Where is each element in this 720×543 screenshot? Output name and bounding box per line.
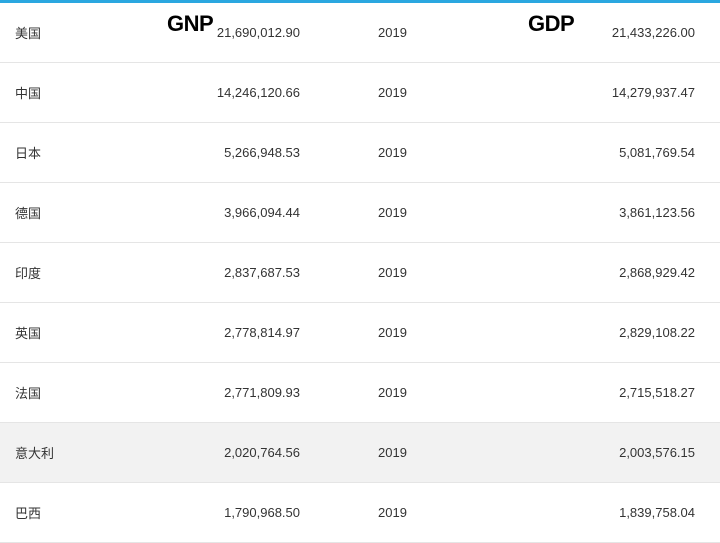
country-cell: 日本 bbox=[0, 143, 125, 162]
country-cell: 德国 bbox=[0, 203, 125, 222]
country-cell: 英国 bbox=[0, 323, 125, 342]
gdp-cell: 2,715,518.27 bbox=[445, 385, 720, 400]
year-cell: 2019 bbox=[340, 325, 445, 340]
table-row[interactable]: 法国2,771,809.9320192,715,518.27 bbox=[0, 363, 720, 423]
gnp-cell: 1,790,968.50 bbox=[125, 505, 340, 520]
gnp-cell: 5,266,948.53 bbox=[125, 145, 340, 160]
gdp-cell: 2,868,929.42 bbox=[445, 265, 720, 280]
gdp-cell: 2,829,108.22 bbox=[445, 325, 720, 340]
year-cell: 2019 bbox=[340, 265, 445, 280]
economic-data-table: GNP GDP 美国21,690,012.90201921,433,226.00… bbox=[0, 0, 720, 543]
gnp-cell: 2,771,809.93 bbox=[125, 385, 340, 400]
gnp-cell: 2,778,814.97 bbox=[125, 325, 340, 340]
year-cell: 2019 bbox=[340, 385, 445, 400]
year-cell: 2019 bbox=[340, 505, 445, 520]
table-row[interactable]: 美国21,690,012.90201921,433,226.00 bbox=[0, 3, 720, 63]
table-row[interactable]: 意大利2,020,764.5620192,003,576.15 bbox=[0, 423, 720, 483]
gnp-header: GNP bbox=[167, 11, 213, 37]
gnp-cell: 2,837,687.53 bbox=[125, 265, 340, 280]
country-cell: 巴西 bbox=[0, 503, 125, 522]
gdp-cell: 2,003,576.15 bbox=[445, 445, 720, 460]
table-row[interactable]: 德国3,966,094.4420193,861,123.56 bbox=[0, 183, 720, 243]
gdp-cell: 1,839,758.04 bbox=[445, 505, 720, 520]
table-row[interactable]: 印度2,837,687.5320192,868,929.42 bbox=[0, 243, 720, 303]
country-cell: 意大利 bbox=[0, 443, 125, 462]
year-cell: 2019 bbox=[340, 85, 445, 100]
table-row[interactable]: 巴西1,790,968.5020191,839,758.04 bbox=[0, 483, 720, 543]
gnp-cell: 3,966,094.44 bbox=[125, 205, 340, 220]
country-cell: 法国 bbox=[0, 383, 125, 402]
table-row[interactable]: 中国14,246,120.66201914,279,937.47 bbox=[0, 63, 720, 123]
gnp-cell: 2,020,764.56 bbox=[125, 445, 340, 460]
year-cell: 2019 bbox=[340, 25, 445, 40]
country-cell: 印度 bbox=[0, 263, 125, 282]
gdp-cell: 21,433,226.00 bbox=[445, 25, 720, 40]
year-cell: 2019 bbox=[340, 205, 445, 220]
gdp-cell: 3,861,123.56 bbox=[445, 205, 720, 220]
gnp-cell: 21,690,012.90 bbox=[125, 25, 340, 40]
gdp-cell: 5,081,769.54 bbox=[445, 145, 720, 160]
table-row[interactable]: 日本5,266,948.5320195,081,769.54 bbox=[0, 123, 720, 183]
gdp-header: GDP bbox=[528, 11, 574, 37]
gdp-cell: 14,279,937.47 bbox=[445, 85, 720, 100]
country-cell: 美国 bbox=[0, 23, 125, 42]
country-cell: 中国 bbox=[0, 83, 125, 102]
year-cell: 2019 bbox=[340, 445, 445, 460]
year-cell: 2019 bbox=[340, 145, 445, 160]
gnp-cell: 14,246,120.66 bbox=[125, 85, 340, 100]
table-row[interactable]: 英国2,778,814.9720192,829,108.22 bbox=[0, 303, 720, 363]
